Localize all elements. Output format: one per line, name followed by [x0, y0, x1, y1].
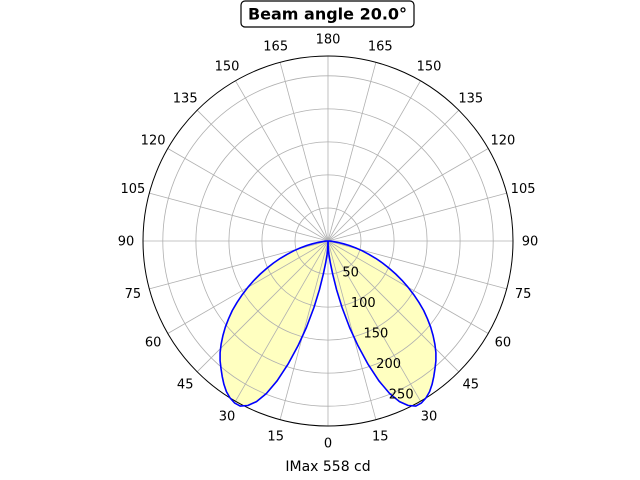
radial-tick-label: 250: [389, 388, 414, 403]
angle-gridline: [327, 192, 507, 242]
angle-tick-label: 0: [324, 437, 332, 452]
angle-tick-label: 15: [372, 430, 389, 445]
angle-gridline: [327, 240, 460, 373]
angle-tick-label: 150: [417, 60, 442, 75]
angle-tick-label: 45: [177, 377, 194, 392]
angle-gridline: [196, 109, 329, 242]
angle-tick-label: 150: [215, 60, 240, 75]
angle-tick-label: 120: [141, 134, 166, 149]
polar-frame: [142, 55, 514, 427]
angle-tick-label: 135: [173, 92, 198, 107]
right-lobe-curve: [327, 240, 437, 407]
angle-tick-label: 180: [316, 33, 341, 48]
radial-tick-label: 200: [376, 357, 401, 372]
radial-tick-labels: 50 100 150 200 250: [342, 266, 413, 403]
angle-tick-labels: 0 15 30 45 60 75 90 105 120 135 150 165 180 165 150 135…: [118, 33, 539, 452]
angle-tick-label: 30: [219, 409, 236, 424]
angle-gridline: [327, 80, 421, 242]
radial-tick-label: 150: [363, 327, 388, 342]
radial-tick-label: 100: [351, 296, 376, 311]
angle-gridline: [327, 240, 377, 420]
left-lobe-fill: [220, 241, 328, 407]
angle-tick-label: 75: [125, 287, 142, 302]
angle-tick-label: 90: [522, 235, 539, 250]
angle-gridline: [327, 62, 377, 242]
chart-title: Beam angle 20.0°: [248, 5, 407, 24]
angle-gridline: [167, 148, 329, 242]
angle-tick-label: 105: [120, 182, 145, 197]
angle-gridline: [235, 80, 329, 242]
angle-tick-label: 45: [463, 377, 480, 392]
left-lobe-curve: [219, 240, 329, 407]
angle-tick-label: 60: [495, 336, 512, 351]
intensity-curve-layer: [219, 240, 437, 407]
angle-tick-label: 120: [490, 134, 515, 149]
angle-gridline: [327, 148, 489, 242]
angle-gridline: [235, 240, 329, 402]
angle-tick-label: 165: [368, 39, 393, 54]
angle-tick-label: 60: [145, 336, 162, 351]
angle-tick-label: 75: [515, 287, 532, 302]
angle-tick-label: 165: [263, 39, 288, 54]
title-box: Beam angle 20.0°: [240, 0, 415, 28]
angle-gridline: [327, 240, 421, 402]
angle-tick-label: 15: [267, 430, 284, 445]
angle-gridline: [327, 109, 460, 242]
angle-gridline: [149, 192, 329, 242]
angle-tick-label: 90: [118, 235, 135, 250]
angle-gridline: [279, 62, 329, 242]
angle-tick-label: 30: [421, 409, 438, 424]
angle-gridline: [279, 240, 329, 420]
intensity-fill-layer: [220, 241, 436, 407]
right-lobe-fill: [328, 241, 436, 407]
x-axis-label: IMax 558 cd: [285, 459, 370, 475]
angle-gridline: [196, 240, 329, 373]
angle-tick-label: 135: [458, 92, 483, 107]
angle-tick-label: 105: [511, 182, 536, 197]
radial-tick-label: 50: [342, 266, 359, 281]
